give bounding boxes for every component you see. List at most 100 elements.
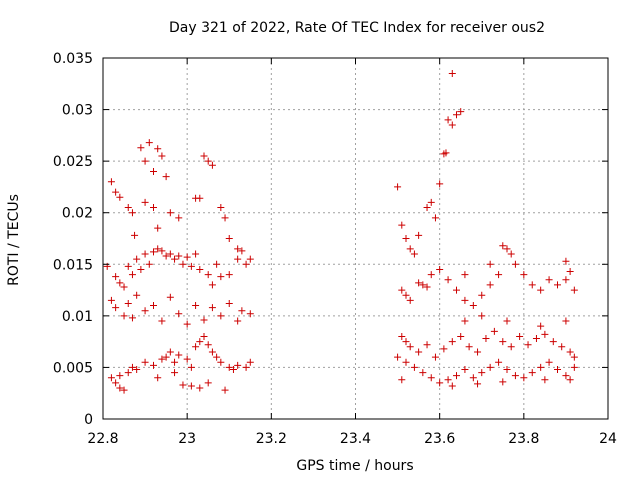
data-point: [196, 338, 204, 346]
data-point: [415, 279, 423, 287]
data-point: [192, 343, 200, 351]
data-point: [507, 250, 515, 258]
data-point: [204, 157, 212, 165]
data-point: [175, 310, 183, 318]
data-point: [116, 384, 124, 392]
data-point: [120, 386, 128, 394]
y-tick-label: 0.02: [62, 206, 93, 222]
data-point: [196, 265, 204, 273]
data-point: [469, 302, 477, 310]
data-point: [427, 271, 435, 279]
data-point: [448, 121, 456, 129]
data-point: [137, 144, 145, 152]
data-point: [225, 299, 233, 307]
data-point: [200, 316, 208, 324]
data-point: [234, 317, 242, 325]
x-tick-label: 22.8: [87, 431, 118, 447]
data-point: [217, 204, 225, 212]
data-point: [242, 363, 250, 371]
data-point: [444, 276, 452, 284]
axis-ticks: [102, 57, 609, 420]
data-point: [175, 214, 183, 222]
data-point: [394, 353, 402, 361]
data-point: [562, 372, 570, 380]
data-point: [461, 271, 469, 279]
data-point: [419, 369, 427, 377]
data-point: [402, 358, 410, 366]
data-point: [562, 317, 570, 325]
data-point: [423, 283, 431, 291]
data-point: [415, 231, 423, 239]
data-point: [503, 365, 511, 373]
data-point: [133, 291, 141, 299]
data-point: [196, 384, 204, 392]
data-point: [431, 214, 439, 222]
data-point: [208, 281, 216, 289]
data-point: [171, 358, 179, 366]
data-point: [537, 286, 545, 294]
data-point: [474, 380, 482, 388]
data-point: [415, 348, 423, 356]
data-point: [440, 345, 448, 353]
data-point: [133, 255, 141, 263]
data-point: [150, 167, 157, 175]
data-point: [478, 369, 486, 377]
data-point: [486, 260, 494, 268]
x-tick-label: 23.4: [340, 431, 371, 447]
data-point: [183, 253, 191, 261]
data-point: [217, 273, 225, 281]
x-axis-label: GPS time / hours: [296, 458, 413, 474]
data-point: [204, 271, 212, 279]
data-point: [213, 353, 221, 361]
data-points: [103, 69, 578, 394]
data-point: [238, 247, 246, 255]
data-point: [520, 374, 528, 382]
data-point: [436, 265, 444, 273]
data-point: [444, 116, 452, 124]
data-point: [566, 376, 574, 384]
data-point: [154, 224, 162, 232]
data-point: [406, 245, 414, 253]
data-point: [448, 382, 456, 390]
data-point: [196, 194, 204, 202]
data-point: [124, 369, 132, 377]
y-tick-label: 0.035: [53, 51, 93, 67]
x-tick-label: 23: [178, 431, 196, 447]
data-point: [246, 310, 254, 318]
data-point: [478, 291, 486, 299]
data-point: [554, 365, 561, 373]
data-point: [520, 271, 528, 279]
data-point: [171, 255, 179, 263]
data-point: [221, 214, 229, 222]
data-point: [442, 149, 450, 157]
data-point: [128, 271, 136, 279]
data-point: [419, 281, 427, 289]
data-point: [246, 358, 254, 366]
data-point: [486, 363, 494, 371]
data-point: [234, 255, 242, 263]
data-point: [537, 363, 545, 371]
data-point: [541, 330, 549, 338]
data-point: [448, 69, 456, 77]
data-point: [141, 250, 149, 258]
data-point: [545, 358, 553, 366]
x-tick-label: 24: [599, 431, 617, 447]
data-point: [570, 353, 578, 361]
gridlines: [103, 58, 608, 419]
data-point: [116, 372, 124, 380]
data-point: [398, 221, 406, 229]
data-point: [528, 369, 536, 377]
data-point: [200, 152, 208, 160]
y-tick-label: 0.025: [53, 154, 93, 170]
y-tick-label: 0: [84, 412, 93, 428]
data-point: [549, 338, 557, 346]
data-point: [150, 248, 157, 256]
data-point: [158, 355, 166, 363]
data-point: [495, 358, 503, 366]
data-point: [166, 209, 174, 217]
data-point: [478, 312, 486, 320]
data-point: [507, 343, 515, 351]
data-point: [499, 242, 507, 250]
x-tick-label: 23.2: [256, 431, 287, 447]
data-point: [217, 358, 225, 366]
